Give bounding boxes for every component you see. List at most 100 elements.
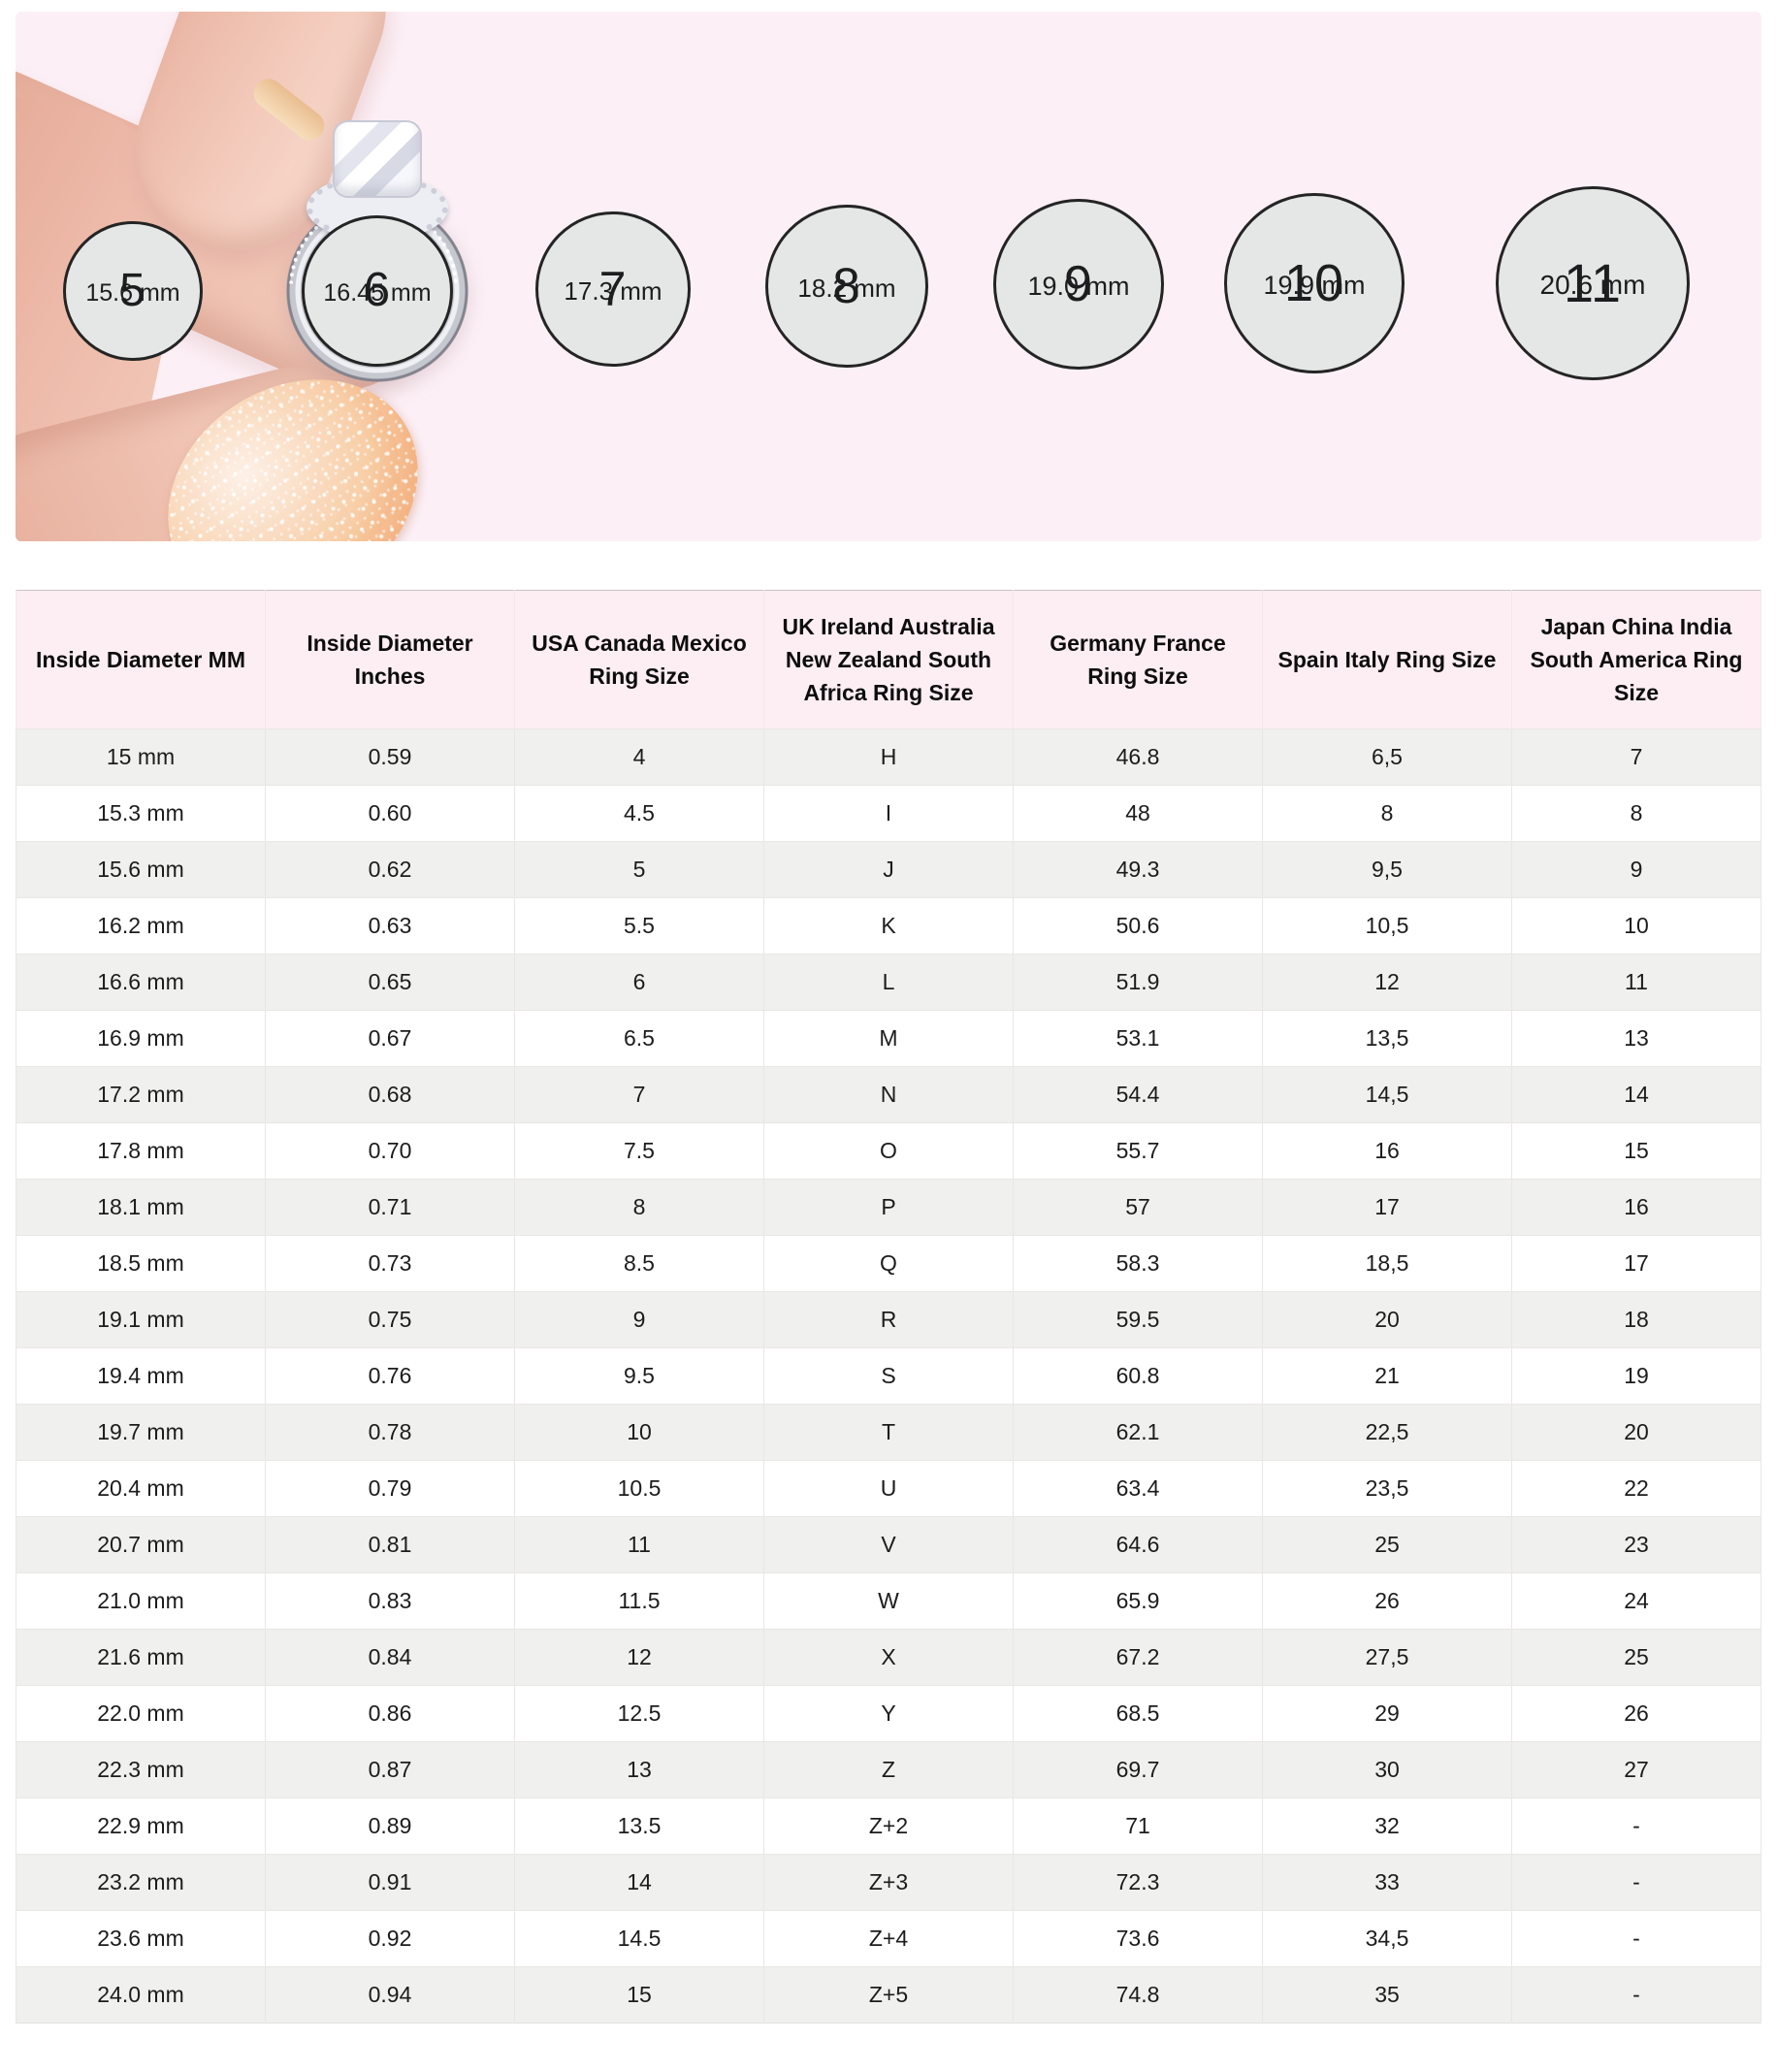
table-cell: 9.5 (514, 1347, 764, 1405)
table-cell: 0.81 (265, 1516, 515, 1573)
table-cell: 0.59 (265, 728, 515, 786)
table-cell: 8 (1262, 785, 1512, 842)
table-cell: 29 (1262, 1685, 1512, 1742)
table-cell: 27,5 (1262, 1629, 1512, 1686)
table-cell: 22,5 (1262, 1404, 1512, 1461)
table-cell: 13.5 (514, 1797, 764, 1855)
table-cell: 34,5 (1262, 1910, 1512, 1967)
table-row: 18.1 mm 0.71 8 P 57 17 16 (16, 1179, 1761, 1236)
table-cell: 14 (1511, 1066, 1761, 1123)
ring-size-circle-10: 10 19.9 mm (1224, 193, 1405, 373)
circle-size-number: 6 (363, 264, 392, 317)
table-cell: 0.73 (265, 1235, 515, 1292)
table-cell: 19.4 mm (16, 1347, 266, 1405)
ring-size-circle-7: 7 17.3 mm (535, 211, 691, 367)
table-cell: 60.8 (1013, 1347, 1263, 1405)
table-cell: 0.67 (265, 1010, 515, 1067)
table-cell: L (763, 954, 1014, 1011)
table-cell: 10.5 (514, 1460, 764, 1517)
table-cell: 7.5 (514, 1122, 764, 1180)
table-cell: 11 (1511, 954, 1761, 1011)
table-cell: - (1511, 1854, 1761, 1911)
table-cell: 51.9 (1013, 954, 1263, 1011)
table-cell: 13 (514, 1741, 764, 1798)
table-cell: 54.4 (1013, 1066, 1263, 1123)
table-cell: 12 (514, 1629, 764, 1686)
table-cell: 6 (514, 954, 764, 1011)
table-cell: 69.7 (1013, 1741, 1263, 1798)
table-cell: Y (763, 1685, 1014, 1742)
table-cell: 27 (1511, 1741, 1761, 1798)
ring-size-circle-5: 5 15.6 mm (63, 221, 203, 361)
table-cell: 6.5 (514, 1010, 764, 1067)
table-row: 18.5 mm 0.73 8.5 Q 58.3 18,5 17 (16, 1235, 1761, 1292)
table-cell: 23.2 mm (16, 1854, 266, 1911)
ring-size-circle-9: 9 19.0 mm (993, 199, 1164, 370)
circle-size-number: 8 (832, 258, 861, 314)
table-row: 17.8 mm 0.70 7.5 O 55.7 16 15 (16, 1122, 1761, 1180)
table-cell: 68.5 (1013, 1685, 1263, 1742)
table-cell: 16.2 mm (16, 897, 266, 955)
table-cell: 73.6 (1013, 1910, 1263, 1967)
table-cell: 12 (1262, 954, 1512, 1011)
table-cell: 67.2 (1013, 1629, 1263, 1686)
ring-size-table: Inside Diameter MM Inside Diameter Inches… (16, 590, 1761, 2023)
table-cell: 19 (1511, 1347, 1761, 1405)
table-cell: 74.8 (1013, 1966, 1263, 2023)
table-cell: 22.9 mm (16, 1797, 266, 1855)
table-cell: T (763, 1404, 1014, 1461)
table-cell: 18.1 mm (16, 1179, 266, 1236)
column-header: Inside Diameter Inches (265, 590, 515, 729)
table-cell: 10,5 (1262, 897, 1512, 955)
table-cell: 48 (1013, 785, 1263, 842)
table-cell: Q (763, 1235, 1014, 1292)
table-row: 20.7 mm 0.81 11 V 64.6 25 23 (16, 1516, 1761, 1573)
table-cell: 22 (1511, 1460, 1761, 1517)
table-cell: 0.63 (265, 897, 515, 955)
table-cell: U (763, 1460, 1014, 1517)
table-cell: 14 (514, 1854, 764, 1911)
table-row: 16.6 mm 0.65 6 L 51.9 12 11 (16, 954, 1761, 1011)
table-cell: J (763, 841, 1014, 898)
table-cell: H (763, 728, 1014, 786)
table-row: 22.0 mm 0.86 12.5 Y 68.5 29 26 (16, 1685, 1761, 1742)
table-cell: 15 mm (16, 728, 266, 786)
table-cell: 0.65 (265, 954, 515, 1011)
ring-size-banner: 5 15.6 mm 6 16.45 mm 7 17.3 mm 8 18.2 mm 9 19.0 m… (16, 12, 1761, 541)
table-cell: 0.75 (265, 1291, 515, 1348)
table-row: 16.2 mm 0.63 5.5 K 50.6 10,5 10 (16, 897, 1761, 955)
circle-size-number: 7 (598, 261, 628, 316)
table-row: 23.6 mm 0.92 14.5 Z+4 73.6 34,5- (16, 1910, 1761, 1967)
table-cell: 50.6 (1013, 897, 1263, 955)
table-row: 21.6 mm 0.84 12 X 67.2 27,5 25 (16, 1629, 1761, 1686)
circle-diameter-label: 20.6 mm (1539, 270, 1646, 301)
table-cell: 16.6 mm (16, 954, 266, 1011)
table-cell: 15 (1511, 1122, 1761, 1180)
circle-diameter-label: 19.9 mm (1263, 270, 1366, 300)
table-cell: 57 (1013, 1179, 1263, 1236)
table-cell: 6,5 (1262, 728, 1512, 786)
table-cell: 5.5 (514, 897, 764, 955)
table-cell: S (763, 1347, 1014, 1405)
table-cell: 8 (1511, 785, 1761, 842)
table-cell: 25 (1511, 1629, 1761, 1686)
ring-size-circle-6: 6 16.45 mm (302, 215, 453, 367)
table-cell: 15 (514, 1966, 764, 2023)
table-cell: 63.4 (1013, 1460, 1263, 1517)
column-header: Inside Diameter MM (16, 590, 266, 729)
ring-size-circle-11: 11 20.6 mm (1496, 186, 1690, 380)
table-cell: 65.9 (1013, 1572, 1263, 1630)
table-cell: 18,5 (1262, 1235, 1512, 1292)
table-cell: 24.0 mm (16, 1966, 266, 2023)
column-header: USA Canada Mexico Ring Size (514, 590, 764, 729)
table-cell: 24 (1511, 1572, 1761, 1630)
table-cell: 10 (1511, 897, 1761, 955)
table-cell: - (1511, 1797, 1761, 1855)
table-cell: 58.3 (1013, 1235, 1263, 1292)
table-row: 19.4 mm 0.76 9.5 S 60.8 21 19 (16, 1347, 1761, 1405)
table-cell: 14.5 (514, 1910, 764, 1967)
table-cell: 0.68 (265, 1066, 515, 1123)
circle-diameter-label: 15.6 mm (85, 278, 180, 307)
table-cell: 17 (1511, 1235, 1761, 1292)
table-cell: 16.9 mm (16, 1010, 266, 1067)
